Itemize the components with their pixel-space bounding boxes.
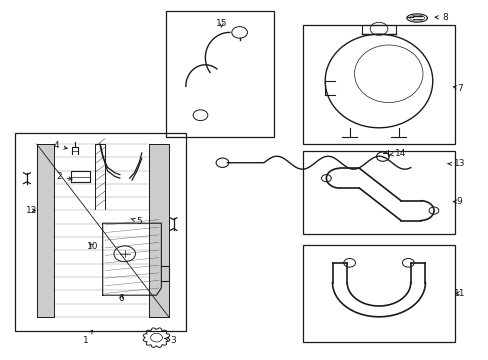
- Text: 12: 12: [26, 206, 38, 215]
- Text: 9: 9: [452, 197, 462, 206]
- Text: 4: 4: [53, 141, 67, 150]
- Bar: [166, 11, 273, 137]
- Text: 5: 5: [131, 217, 142, 226]
- Text: 3: 3: [164, 336, 176, 345]
- Text: 7: 7: [452, 84, 462, 93]
- Text: 10: 10: [87, 242, 99, 251]
- Text: 6: 6: [118, 294, 124, 303]
- Text: 14: 14: [389, 149, 406, 158]
- Text: 11: 11: [453, 289, 465, 298]
- Bar: [303, 151, 454, 234]
- Text: 1: 1: [82, 330, 92, 345]
- Text: 8: 8: [434, 13, 447, 22]
- Text: 13: 13: [447, 159, 465, 168]
- Bar: [303, 25, 454, 144]
- Bar: [15, 133, 185, 331]
- Bar: [303, 245, 454, 342]
- Text: 2: 2: [56, 172, 72, 181]
- Text: 15: 15: [215, 19, 227, 28]
